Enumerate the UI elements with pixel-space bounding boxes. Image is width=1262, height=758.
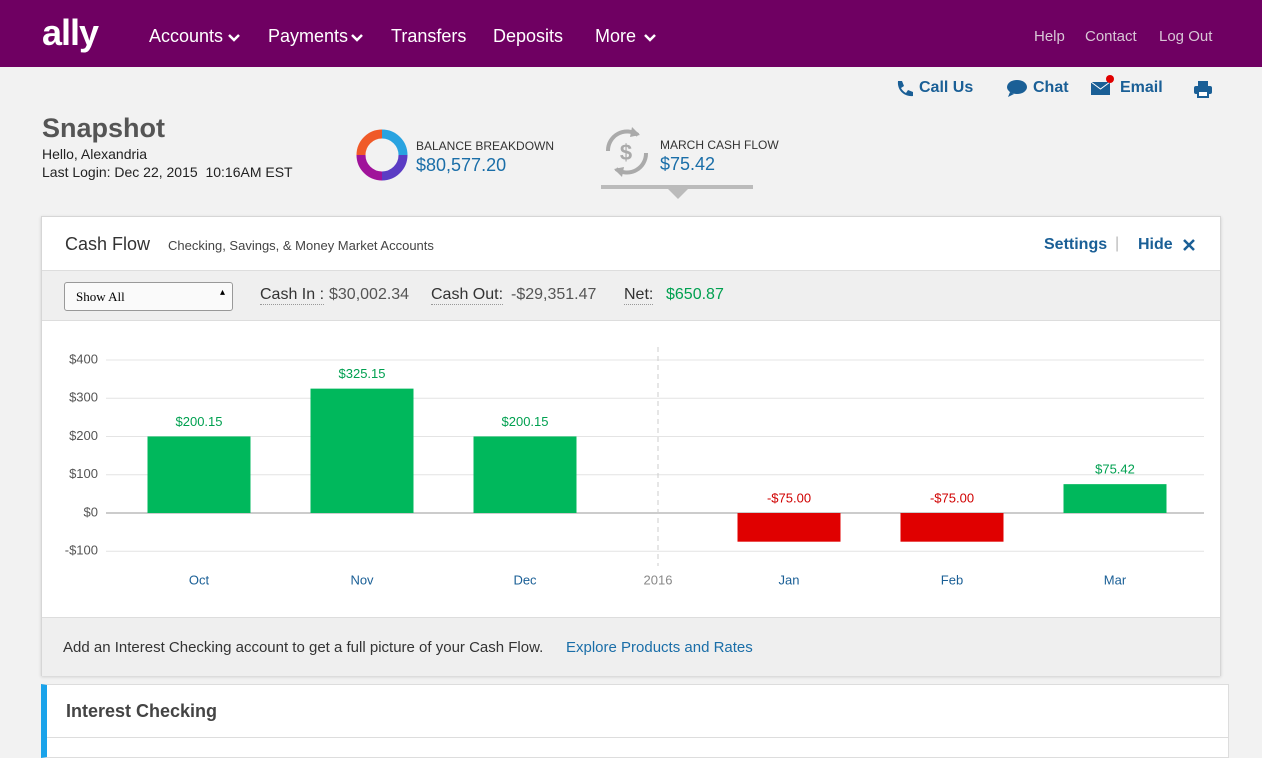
panel-title: Cash Flow bbox=[65, 234, 151, 254]
separator: | bbox=[1115, 235, 1120, 252]
nav-item[interactable]: Transfers bbox=[391, 26, 467, 46]
value-label: $75.42 bbox=[1095, 462, 1135, 477]
x-tick-label: Feb bbox=[941, 572, 963, 587]
chevron bbox=[351, 34, 363, 42]
y-tick-label: $100 bbox=[69, 466, 98, 481]
bar bbox=[1063, 484, 1167, 513]
hide-link[interactable]: Hide bbox=[1138, 236, 1173, 253]
filter-select[interactable]: Show All ▴ bbox=[64, 282, 233, 311]
bar bbox=[900, 513, 1004, 542]
cash-out: -$29,351.47 bbox=[511, 286, 597, 303]
panel-footer: Add an Interest Checking account to get … bbox=[42, 617, 1220, 676]
y-tick-label: $400 bbox=[69, 351, 98, 366]
settings-link[interactable]: Settings bbox=[1044, 236, 1108, 253]
email-icon bbox=[1090, 75, 1114, 95]
nav-link[interactable]: Help bbox=[1034, 28, 1065, 45]
value-label: $200.15 bbox=[502, 414, 549, 429]
balance-label: BALANCE BREAKDOWN bbox=[416, 139, 555, 153]
cash-flow-panel: Cash Flow Checking, Savings, & Money Mar… bbox=[41, 216, 1221, 676]
bar bbox=[310, 388, 414, 513]
bar bbox=[147, 436, 251, 513]
nav-item[interactable]: Payments bbox=[268, 26, 349, 46]
year-label: 2016 bbox=[644, 572, 673, 587]
chevron bbox=[228, 34, 240, 42]
chevron bbox=[644, 34, 656, 42]
value-label: $200.15 bbox=[176, 414, 223, 429]
x-tick-label: Oct bbox=[189, 572, 210, 587]
account-title: Interest Checking bbox=[66, 701, 218, 721]
cash-out-label: Cash Out: bbox=[431, 286, 504, 305]
close-icon[interactable] bbox=[1183, 239, 1195, 251]
dollar-icon: $ bbox=[620, 140, 632, 165]
cash-flow-tab-value[interactable]: $75.42 bbox=[660, 154, 716, 174]
balance-donut[interactable] bbox=[356, 129, 408, 181]
cash-flow-tab[interactable]: $ bbox=[598, 121, 758, 201]
y-tick-label: -$100 bbox=[65, 543, 98, 558]
filter-value: Show All bbox=[76, 289, 125, 304]
x-tick-label: Nov bbox=[350, 572, 374, 587]
filter-bar bbox=[42, 270, 1220, 321]
nav-item[interactable]: Deposits bbox=[493, 26, 564, 46]
nav-item[interactable]: More bbox=[595, 26, 637, 46]
nav-link[interactable]: Contact bbox=[1085, 28, 1137, 45]
nav-link[interactable]: Log Out bbox=[1159, 28, 1213, 45]
value-label: -$75.00 bbox=[767, 490, 811, 505]
x-tick-label: Mar bbox=[1104, 572, 1127, 587]
print-icon[interactable] bbox=[1193, 80, 1213, 98]
value-label: $325.15 bbox=[339, 366, 386, 381]
cash-flow-tab-label: MARCH CASH FLOW bbox=[660, 138, 779, 152]
greeting: Hello, Alexandria bbox=[42, 146, 148, 162]
snapshot-title: Snapshot bbox=[42, 113, 166, 143]
account-card[interactable]: Interest Checking bbox=[41, 684, 1229, 758]
email[interactable]: Email bbox=[1120, 79, 1163, 96]
phone-icon bbox=[897, 81, 913, 97]
x-tick-label: Dec bbox=[513, 572, 537, 587]
balance-value[interactable]: $80,577.20 bbox=[416, 155, 507, 175]
net-label: Net: bbox=[624, 286, 654, 305]
divider bbox=[47, 737, 1228, 738]
call-us[interactable]: Call Us bbox=[919, 79, 974, 96]
top-bar: ally Accounts Payments Transfers Deposit… bbox=[0, 0, 1262, 67]
last-login: Last Login: Dec 22, 2015 10:16AM EST bbox=[42, 164, 293, 180]
nav-item[interactable]: Accounts bbox=[149, 26, 224, 46]
footer-text: Add an Interest Checking account to get … bbox=[63, 639, 544, 656]
bar bbox=[473, 436, 577, 513]
select-arrows: ▴ bbox=[220, 287, 226, 298]
y-tick-label: $0 bbox=[84, 504, 98, 519]
chat-icon bbox=[1007, 80, 1027, 97]
value-label: -$75.00 bbox=[930, 490, 974, 505]
logo[interactable]: ally bbox=[42, 12, 99, 53]
chart: -$100 $0 $100 $200 $300 $400 2016 Oct $200.15 Nov… bbox=[65, 347, 1204, 587]
chat[interactable]: Chat bbox=[1033, 79, 1069, 96]
net: $650.87 bbox=[666, 286, 724, 303]
cash-in-label: Cash In : bbox=[260, 286, 325, 305]
footer-link[interactable]: Explore Products and Rates bbox=[566, 639, 753, 656]
cash-in: $30,002.34 bbox=[329, 286, 410, 303]
x-tick-label: Jan bbox=[779, 572, 800, 587]
y-tick-label: $300 bbox=[69, 390, 98, 405]
y-tick-label: $200 bbox=[69, 428, 98, 443]
bar bbox=[737, 513, 841, 542]
panel-subtitle: Checking, Savings, & Money Market Accoun… bbox=[168, 238, 434, 253]
